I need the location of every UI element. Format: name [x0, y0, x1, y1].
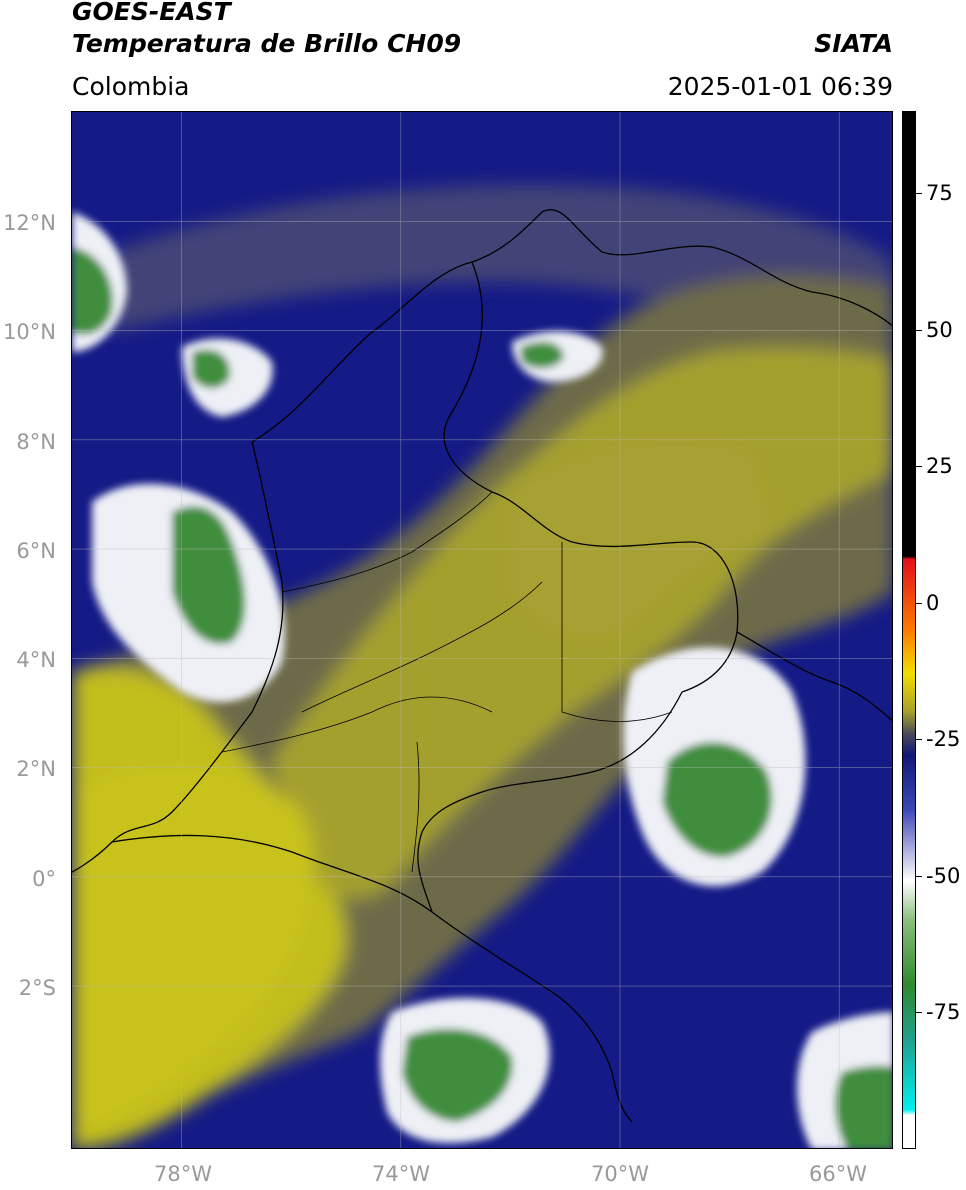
coastlines-and-borders [72, 209, 892, 1123]
colorbar [902, 111, 916, 1149]
lat-label-8n: 8°N [16, 430, 56, 454]
datetime-label: 2025-01-01 06:39 [667, 72, 893, 101]
storm-pacific-core [172, 506, 246, 644]
yellow-southwest [72, 767, 314, 1132]
lat-label-4n: 4°N [16, 648, 56, 672]
colorbar-tick-mark [916, 466, 922, 468]
colorbar-tick-label: -50 [926, 863, 961, 888]
admin-lines-5 [411, 741, 420, 873]
lat-label-0: 0° [32, 867, 56, 891]
colorbar-tick-mark [916, 739, 922, 741]
storm-amazon-south-core [402, 1028, 513, 1122]
lon-label-78w: 78°W [154, 1162, 212, 1186]
admin-lines-1 [281, 491, 493, 593]
border-colombia-venezuela [443, 261, 739, 693]
colorbar-tick-mark [916, 329, 922, 331]
satellite-map [71, 111, 893, 1149]
lat-label-10n: 10°N [3, 320, 56, 344]
colorbar-tick-mark [916, 875, 922, 877]
border-venezuela-brazil [736, 631, 892, 722]
storm-southeast-core [835, 1065, 892, 1148]
lon-label-66w: 66°W [809, 1162, 867, 1186]
colorbar-tick-label: -75 [926, 1000, 961, 1025]
colorbar-tick-label: 0 [926, 590, 940, 615]
colorbar-tick-label: -25 [926, 727, 961, 752]
coastline-caribbean [251, 209, 892, 443]
colorbar-tick-mark [916, 1012, 922, 1014]
cold-cloud-tops [72, 212, 892, 1148]
lat-label-12n: 12°N [3, 211, 56, 235]
colorbar-tick-label: 50 [926, 317, 953, 342]
gray-band-north [112, 184, 892, 372]
gridlines [72, 112, 892, 1148]
colorbar-tick-mark [916, 602, 922, 604]
region-label: Colombia [72, 72, 190, 101]
storm-northwest-core [72, 247, 113, 335]
admin-lines-3 [221, 696, 493, 753]
border-colombia-peru-ecuador [111, 834, 633, 1123]
lat-label-2s: 2°S [18, 976, 56, 1000]
gray-olive-east [512, 442, 772, 637]
admin-lines-2 [301, 581, 543, 713]
cloud-fields [72, 184, 892, 1148]
admin-lines-4 [561, 542, 673, 722]
border-colombia-brazil [417, 691, 683, 913]
colorbar-tick-label: 75 [926, 180, 953, 205]
storm-caribbean-core [192, 349, 231, 389]
colorbar-tick-label: 25 [926, 454, 953, 479]
lat-label-2n: 2°N [16, 757, 56, 781]
lon-label-70w: 70°W [591, 1162, 649, 1186]
lon-label-74w: 74°W [372, 1162, 430, 1186]
brand-label: SIATA [814, 29, 893, 58]
storm-maracaibo-core [520, 341, 564, 369]
title-product: Temperatura de Brillo CH09 [72, 29, 462, 58]
colorbar-tick-mark [916, 192, 922, 194]
lat-label-6n: 6°N [16, 539, 56, 563]
title-satellite: GOES-EAST [72, 0, 231, 26]
storm-amazon-east-core [662, 742, 773, 858]
